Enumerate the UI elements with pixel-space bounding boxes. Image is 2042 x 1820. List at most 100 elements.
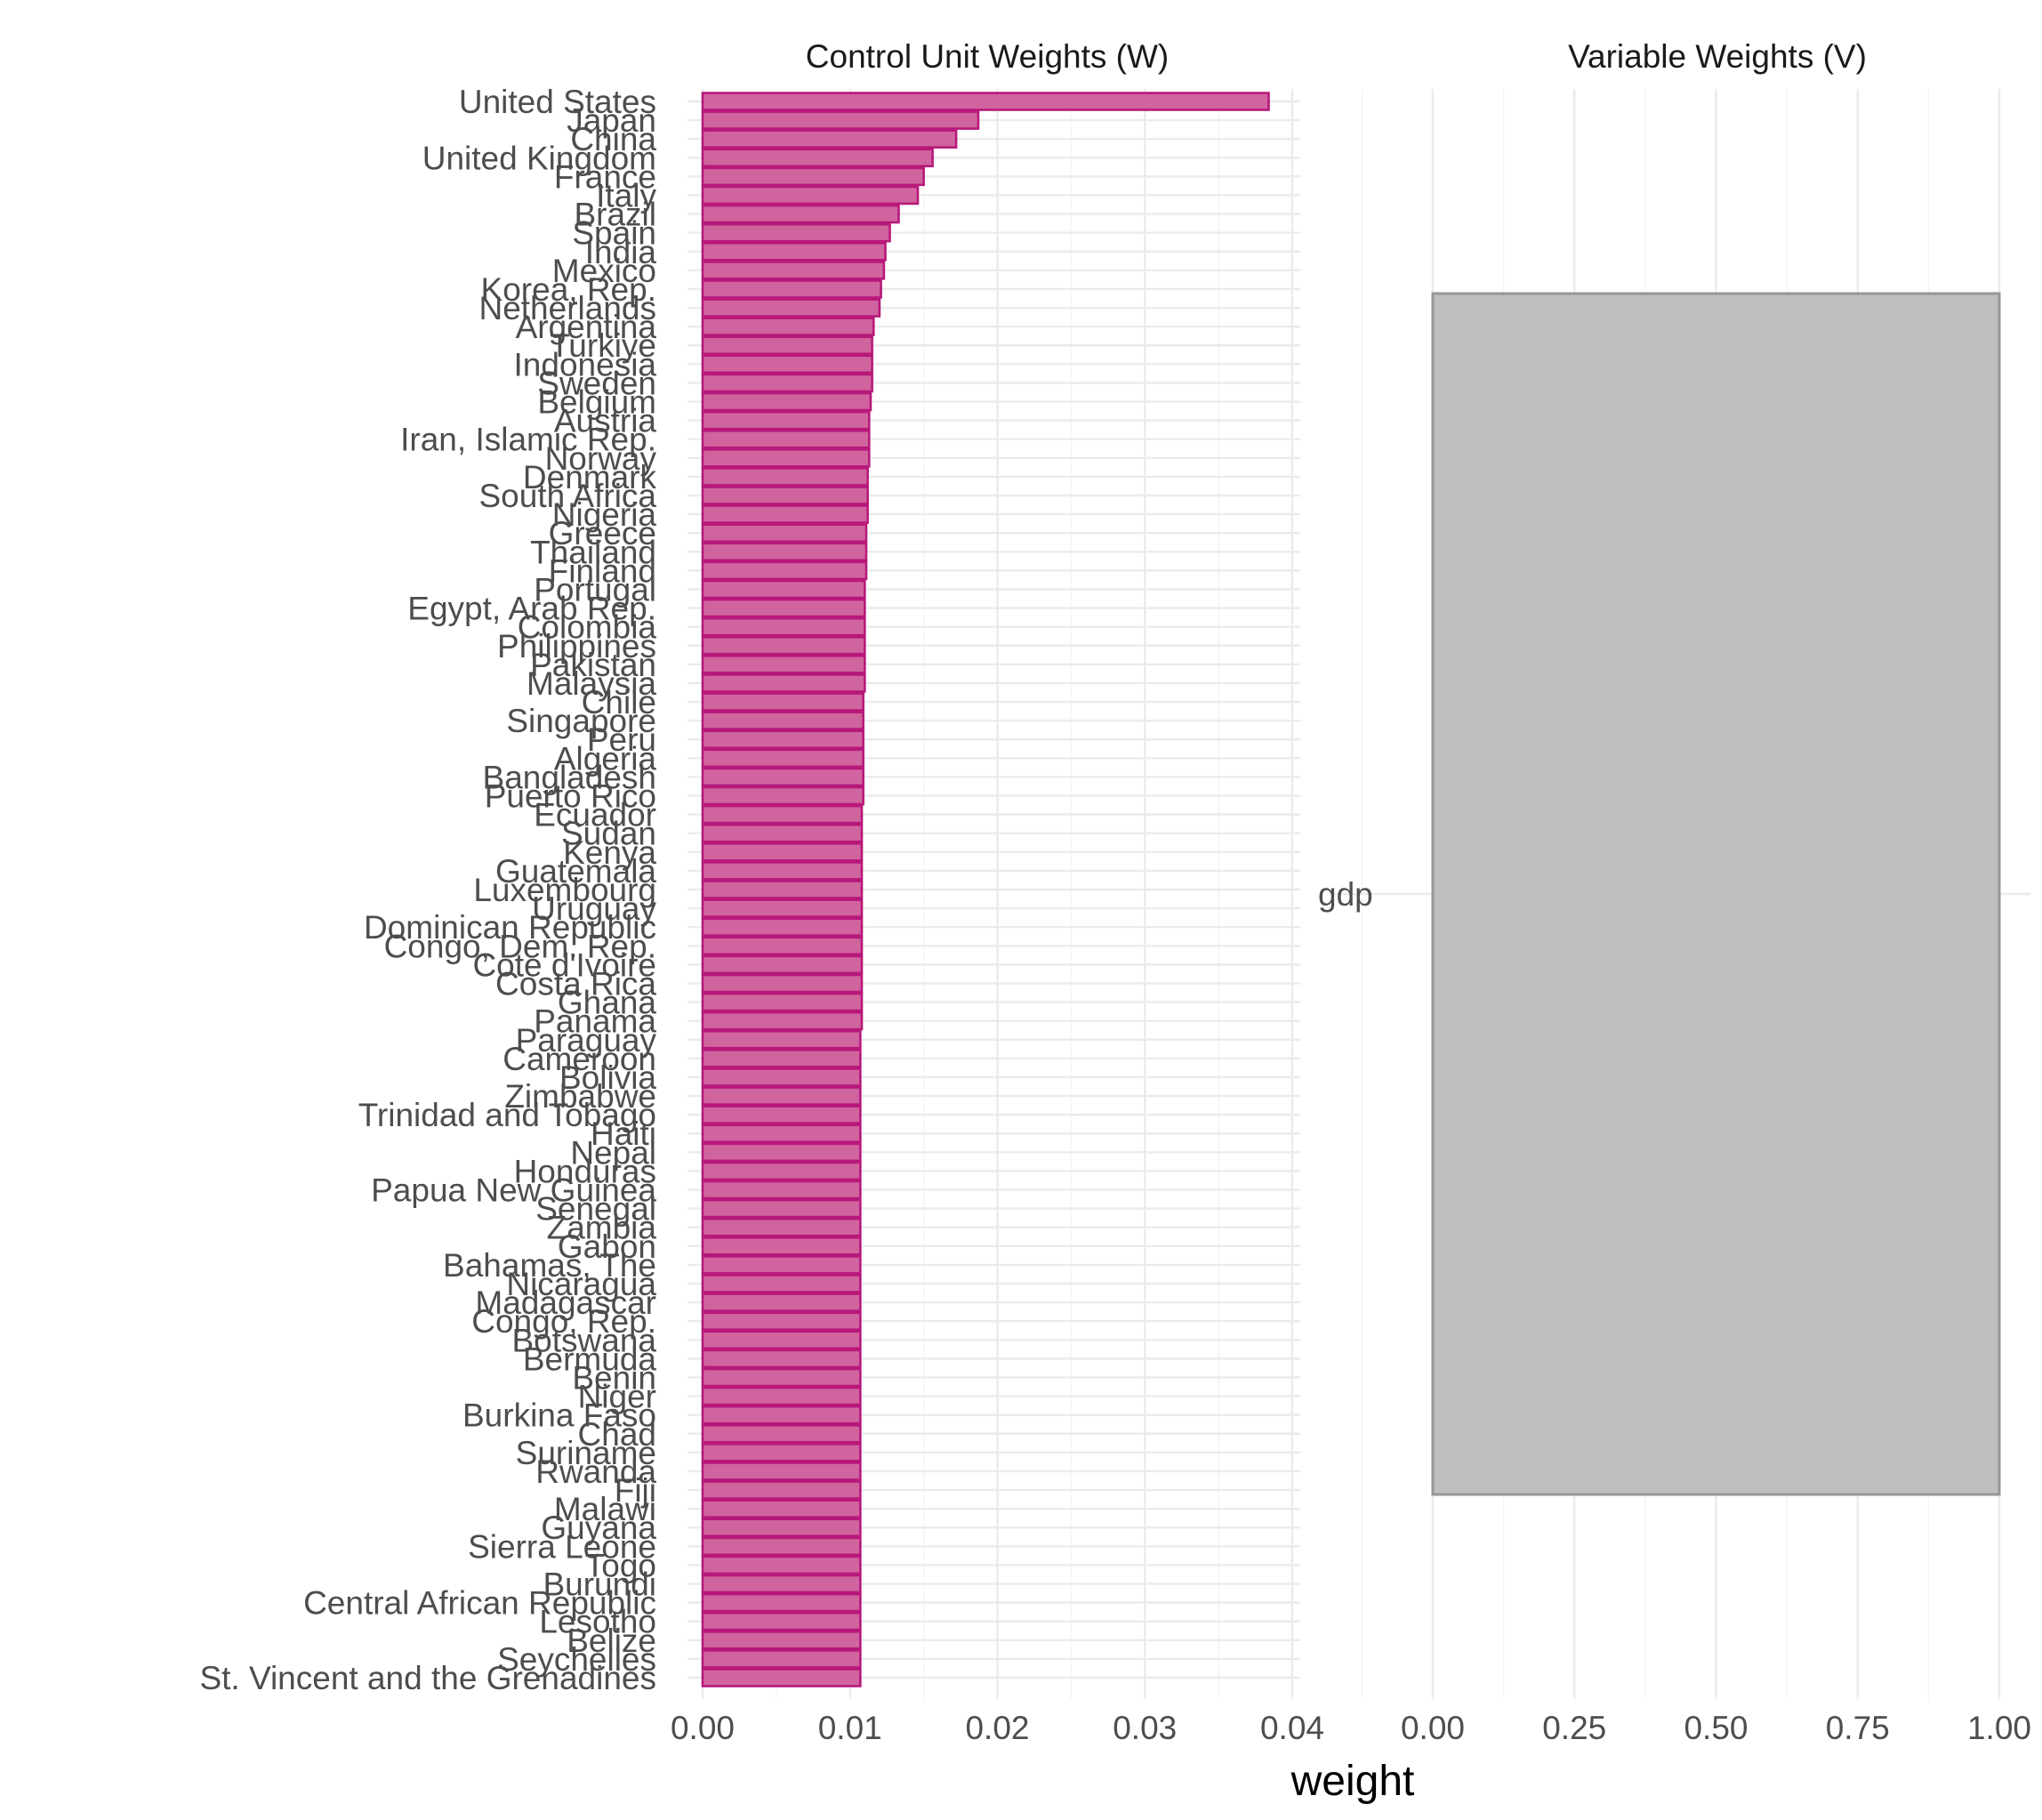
category-label-benin: Benin (572, 1359, 656, 1396)
bar-philippines (701, 635, 866, 656)
category-label-cote-d-ivoire: Cote d'Ivoire (472, 946, 656, 983)
category-label-argentina: Argentina (516, 309, 657, 345)
bar-guyana (701, 1518, 862, 1538)
category-label-st-vincent-and-the-grenadines: St. Vincent and the Grenadines (199, 1660, 656, 1696)
category-label-china: China (570, 121, 656, 157)
bar-chile (701, 692, 864, 712)
bar-cote-d-ivoire (701, 954, 864, 975)
w-x-tick-label: 0.02 (965, 1710, 1029, 1746)
w-x-tick-label: 0.00 (671, 1710, 735, 1746)
bar-argentina (701, 317, 875, 336)
category-label-niger: Niger (578, 1379, 656, 1415)
bar-paraguay (701, 1029, 862, 1050)
category-label-austria: Austria (554, 403, 657, 439)
category-label-france: France (554, 158, 656, 195)
bar-seychelles (701, 1649, 862, 1669)
bar-luxembourg (701, 880, 864, 899)
category-label-puerto-rico: Puerto Rico (485, 778, 656, 815)
category-label-zimbabwe: Zimbabwe (504, 1078, 656, 1115)
category-label-iran-islamic-rep: Iran, Islamic Rep. (400, 422, 656, 458)
bar-portugal (701, 579, 866, 600)
bar-nicaragua (701, 1274, 862, 1293)
category-label-burkina-faso: Burkina Faso (462, 1397, 656, 1434)
bar-st-vincent-and-the-grenadines (701, 1668, 862, 1687)
category-label-guyana: Guyana (541, 1510, 656, 1546)
bar-netherlands (701, 298, 881, 318)
bar-austria (701, 410, 871, 431)
bar-ghana (701, 992, 864, 1012)
bar-congo-rep (701, 1311, 862, 1331)
category-label-seychelles: Seychelles (497, 1641, 656, 1678)
category-label-dominican-republic: Dominican Republic (364, 909, 656, 946)
bar-gabon (701, 1236, 862, 1256)
bar-mexico (701, 261, 886, 280)
bar-south-africa (701, 486, 869, 505)
category-label-indonesia: Indonesia (514, 346, 657, 383)
category-label-united-kingdom: United Kingdom (422, 140, 656, 176)
bar-malaysia (701, 673, 866, 693)
category-label-nicaragua: Nicaragua (506, 1266, 656, 1302)
bar-kenya (701, 842, 864, 862)
category-label-bolivia: Bolivia (559, 1059, 656, 1096)
bar-niger (701, 1386, 862, 1406)
category-label-south-africa: South Africa (478, 478, 656, 514)
bar-sierra-leone (701, 1536, 862, 1557)
bar-cameroon (701, 1049, 862, 1068)
category-label-costa-rica: Costa Rica (495, 965, 656, 1002)
bar-honduras (701, 1161, 862, 1181)
category-label-denmark: Denmark (523, 459, 657, 495)
bar-madagascar (701, 1293, 862, 1312)
category-label-philippines: Philippines (497, 628, 656, 664)
bar-burkina-faso (701, 1405, 862, 1425)
category-label-congo-dem-rep: Congo, Dem. Rep. (384, 928, 656, 964)
bar-botswana (701, 1330, 862, 1350)
category-label-haiti: Haiti (591, 1115, 656, 1152)
bar-guatemala (701, 861, 864, 881)
panel-title-v: Variable Weights (V) (1568, 38, 1867, 75)
category-label-sudan: Sudan (561, 816, 656, 852)
category-label-ecuador: Ecuador (534, 797, 656, 833)
category-label-trinidad-and-tobago: Trinidad and Tobago (358, 1097, 656, 1133)
category-label-peru: Peru (587, 721, 656, 758)
bar-colombia (701, 616, 866, 637)
bar-bangladesh (701, 767, 864, 787)
bar-uruguay (701, 898, 864, 918)
category-label-italy: Italy (596, 177, 656, 213)
category-label-portugal: Portugal (534, 571, 656, 608)
category-label-gabon: Gabon (558, 1228, 656, 1265)
bar-algeria (701, 748, 864, 769)
v-x-tick-label: 0.75 (1826, 1710, 1890, 1746)
category-label-greece: Greece (549, 515, 656, 552)
category-label-india: India (585, 234, 657, 270)
category-label-belize: Belize (567, 1623, 656, 1659)
category-label-thailand: Thailand (530, 534, 656, 570)
control-unit-weights-panel: Control Unit Weights (W) United StatesJa… (199, 38, 1324, 1746)
bar-united-states (701, 92, 1270, 111)
category-label-mexico: Mexico (552, 253, 656, 289)
category-label-finland: Finland (549, 552, 656, 589)
bar-ecuador (701, 804, 864, 825)
category-label-nigeria: Nigeria (552, 496, 657, 533)
bar-japan (701, 110, 980, 130)
bar-senegal (701, 1198, 862, 1219)
bar-lesotho (701, 1611, 862, 1631)
bar-panama (701, 1011, 864, 1031)
category-label-turkiye: Turkiye (550, 327, 656, 364)
bar-malawi (701, 1499, 862, 1518)
category-label-panama: Panama (534, 1003, 656, 1040)
bar-france (701, 166, 925, 187)
v-x-tick-label: 0.00 (1401, 1710, 1465, 1746)
bar-finland (701, 560, 868, 581)
category-label-pakistan: Pakistan (530, 647, 656, 683)
v-x-tick-label: 0.50 (1684, 1710, 1748, 1746)
bar-rwanda (701, 1462, 862, 1481)
category-label-burundi: Burundi (543, 1566, 656, 1603)
category-label-spain: Spain (572, 215, 656, 252)
bar-haiti (701, 1123, 862, 1144)
category-label-egypt-arab-rep: Egypt, Arab Rep. (407, 591, 656, 627)
bar-gdp (1431, 292, 2001, 1496)
bar-bermuda (701, 1349, 862, 1369)
v-category-labels: gdp (1318, 876, 1373, 913)
bar-trinidad-and-tobago (701, 1105, 862, 1124)
bar-puerto-rico (701, 785, 864, 806)
